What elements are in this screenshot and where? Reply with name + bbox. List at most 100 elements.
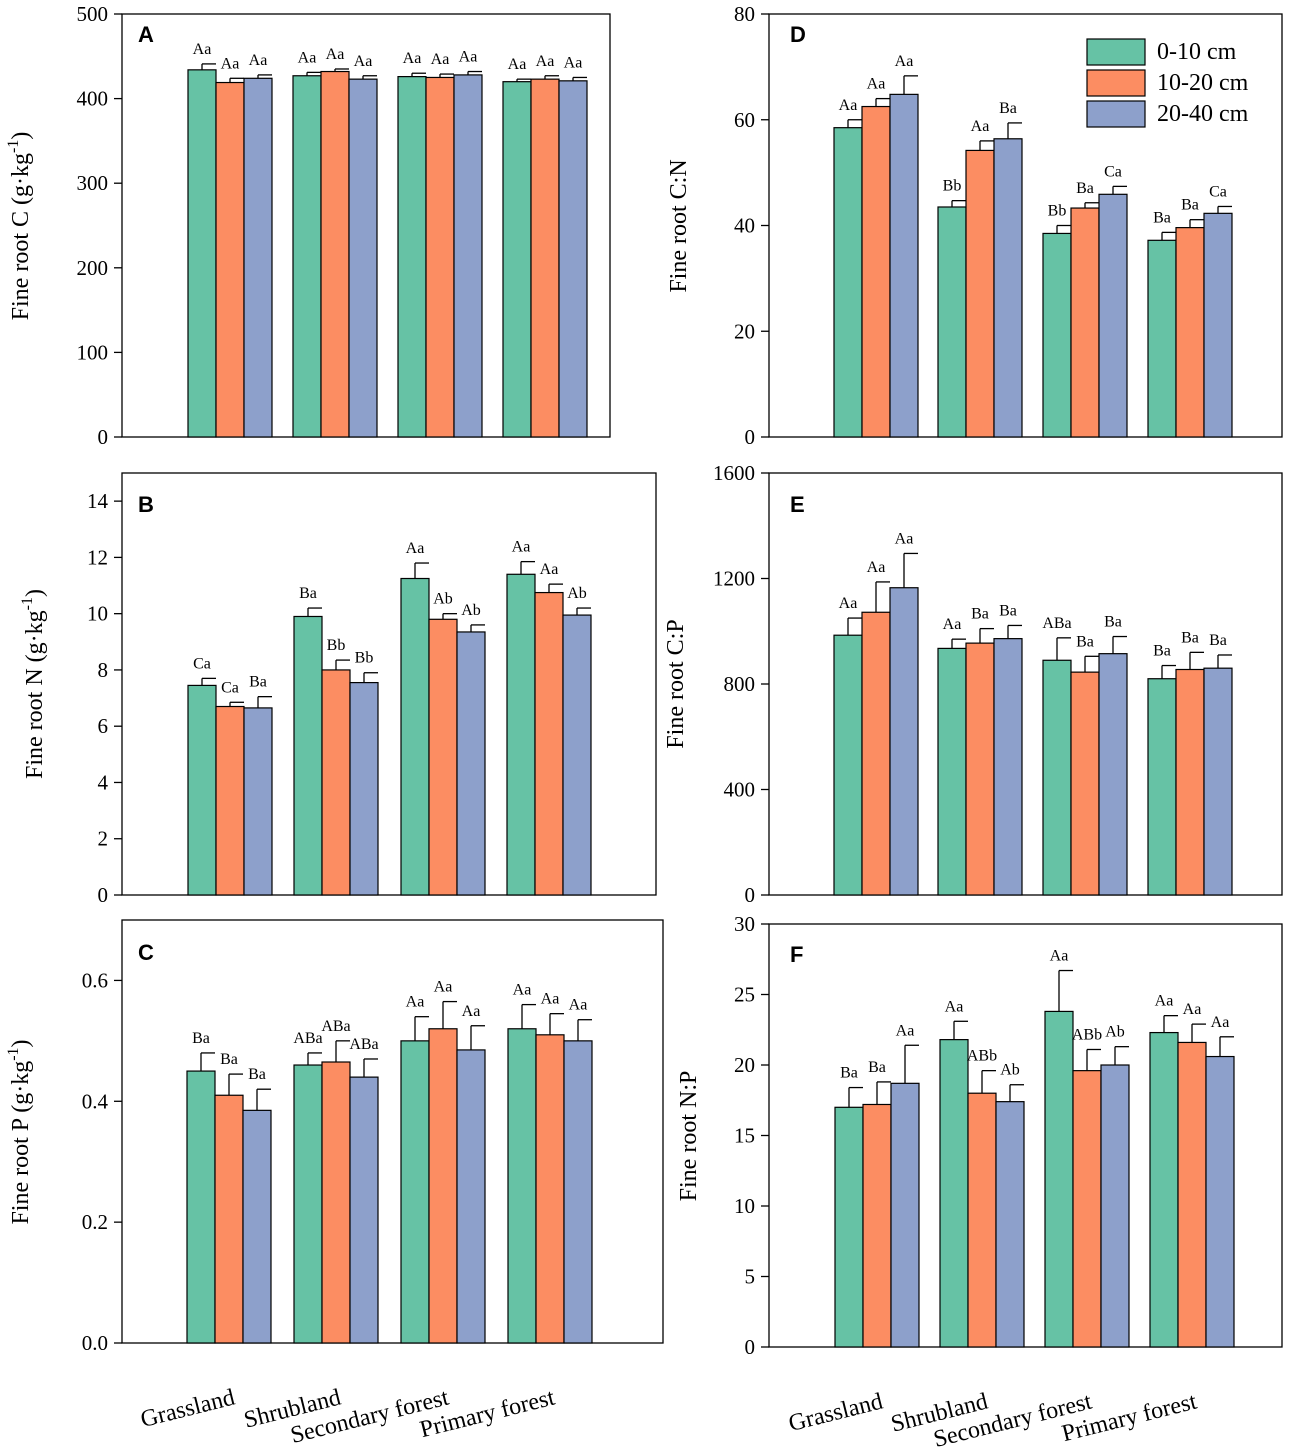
- bar: [530, 78, 560, 438]
- chart-panel-c: 0.0 0.2 0.4 0.6 Fine root P (g·kg-1) C Ba ABa Aa…: [5, 919, 664, 1355]
- y-tick-label: 14: [87, 489, 109, 513]
- bar: [1149, 1031, 1179, 1348]
- y-tick-label: 1600: [713, 461, 755, 485]
- y-axis-title: Fine root P (g·kg-1): [5, 1039, 34, 1224]
- significance-letter: ABa: [293, 1030, 322, 1047]
- significance-letter: Aa: [434, 979, 453, 996]
- bar: [1072, 1070, 1102, 1348]
- significance-letter: Aa: [839, 595, 858, 612]
- significance-letter: Aa: [193, 41, 212, 58]
- significance-letter: Ba: [840, 1065, 858, 1082]
- significance-letter: Ab: [567, 585, 587, 602]
- bar: [453, 74, 483, 438]
- y-axis-title: Fine root C:P: [663, 619, 689, 748]
- bar: [995, 1101, 1025, 1348]
- significance-letter: Ba: [1181, 629, 1199, 646]
- legend-label: 10-20 cm: [1157, 70, 1249, 96]
- significance-letter: Aa: [1183, 1001, 1202, 1018]
- significance-letter: Ba: [868, 1059, 886, 1076]
- y-tick-label: 0.4: [82, 1089, 109, 1113]
- bar: [1042, 659, 1072, 896]
- significance-letter: ABa: [1042, 615, 1071, 632]
- y-tick-label: 0: [98, 425, 109, 449]
- significance-letter: Bb: [943, 178, 962, 195]
- y-axis-title-text: Fine root N:P: [676, 1071, 702, 1202]
- significance-letter: Aa: [971, 118, 990, 135]
- bar: [506, 573, 536, 896]
- significance-letter: Aa: [536, 53, 555, 70]
- significance-letter: Ba: [1153, 209, 1171, 226]
- significance-letter: Aa: [1155, 993, 1174, 1010]
- y-axis-title-superscript: -1: [19, 597, 36, 610]
- y-tick-label: 0: [745, 425, 756, 449]
- bar: [993, 638, 1023, 896]
- y-tick-label: 6: [98, 714, 109, 738]
- significance-letter: Aa: [431, 51, 450, 68]
- significance-letter: Ba: [249, 674, 267, 691]
- bar: [993, 138, 1023, 438]
- y-axis-title-text: Fine root C:N: [666, 159, 692, 292]
- y-tick-label: 20: [734, 1053, 755, 1077]
- significance-letter: Aa: [569, 997, 588, 1014]
- y-tick-label: 300: [77, 171, 109, 195]
- bar: [967, 1092, 997, 1348]
- significance-letter: Ba: [248, 1066, 266, 1083]
- significance-letter: Ba: [192, 1030, 210, 1047]
- legend-label: 0-10 cm: [1157, 39, 1237, 65]
- legend-label: 20-40 cm: [1157, 101, 1249, 127]
- significance-letter: Aa: [540, 561, 559, 578]
- bar: [562, 614, 592, 896]
- y-tick-label: 4: [98, 770, 109, 794]
- panel-label: F: [790, 942, 803, 967]
- bar: [558, 80, 588, 438]
- y-axis-title-superscript: -1: [5, 140, 22, 153]
- y-axis-title: Fine root C (g·kg-1): [5, 132, 34, 321]
- significance-letter: Ab: [1105, 1024, 1125, 1041]
- significance-letter: Aa: [839, 97, 858, 114]
- bar: [293, 615, 323, 896]
- bar: [889, 587, 919, 896]
- y-axis-title-text: Fine root C (g·kg: [8, 153, 34, 320]
- significance-letter: Aa: [459, 49, 478, 66]
- y-tick-label: 12: [87, 545, 108, 569]
- bar: [243, 77, 273, 438]
- bar: [1100, 1064, 1130, 1348]
- bar: [321, 669, 351, 896]
- significance-letter: Ca: [193, 655, 211, 672]
- significance-letter: Aa: [462, 1003, 481, 1020]
- bar: [861, 611, 891, 896]
- y-axis-title: Fine root C:N: [666, 159, 692, 292]
- bar: [400, 1040, 430, 1344]
- bar: [215, 705, 245, 896]
- bar: [321, 1061, 351, 1344]
- bar: [349, 1076, 379, 1344]
- significance-letter: Aa: [249, 52, 268, 69]
- significance-letter: Aa: [896, 1022, 915, 1039]
- panel-label: A: [138, 22, 154, 47]
- bar: [425, 76, 455, 438]
- bar: [293, 1064, 323, 1344]
- y-tick-label: 20: [734, 319, 755, 343]
- y-tick-label: 500: [77, 2, 109, 26]
- panel-label: C: [138, 940, 154, 965]
- bar: [428, 618, 458, 896]
- significance-letter: Ca: [1104, 163, 1122, 180]
- y-tick-label: 0: [745, 1335, 756, 1359]
- legend-swatch: [1086, 69, 1146, 97]
- legend-swatch: [1086, 38, 1146, 66]
- chart-panel-d: 0 20 40 60 80 Fine root C:N D Aa Bb Bb Ba Aa Aa Ba Ba A…: [666, 2, 1283, 449]
- significance-letter: Aa: [867, 559, 886, 576]
- bar: [1098, 653, 1128, 896]
- significance-letter: Ba: [1076, 633, 1094, 650]
- panel-label: E: [790, 492, 805, 517]
- significance-letter: Ab: [1000, 1062, 1020, 1079]
- bar: [833, 634, 863, 896]
- significance-letter: Bb: [327, 637, 346, 654]
- bar: [187, 69, 217, 438]
- significance-letter: Aa: [512, 539, 531, 556]
- bar: [397, 76, 427, 438]
- bar: [456, 631, 486, 896]
- significance-letter: Ba: [1076, 180, 1094, 197]
- bar: [1175, 668, 1205, 896]
- bar: [1147, 239, 1177, 438]
